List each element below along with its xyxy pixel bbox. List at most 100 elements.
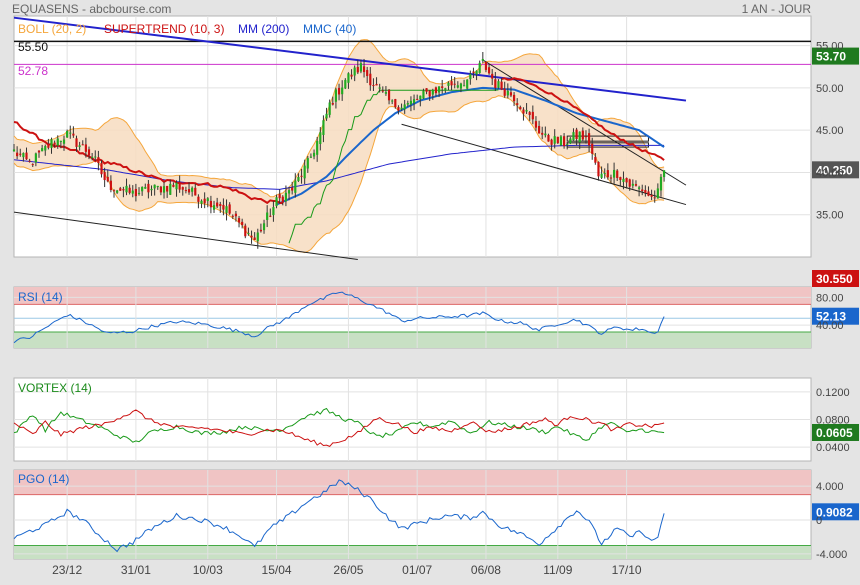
candle-body: [431, 90, 434, 95]
candle-body: [194, 187, 197, 196]
candle-body: [319, 132, 322, 144]
candle-body: [284, 192, 288, 202]
candle-body: [184, 190, 187, 192]
pgo-legend: PGO (14): [18, 472, 69, 486]
candle-body: [569, 138, 572, 144]
candle-body: [653, 197, 656, 199]
candle-body: [437, 86, 441, 93]
candle-body: [219, 204, 222, 207]
candle-body: [387, 89, 391, 101]
candle-body: [634, 184, 638, 186]
vortex-y-tick-label: 0.1200: [816, 387, 850, 399]
candle-body: [584, 136, 588, 138]
candle-body: [216, 202, 219, 207]
candle-body: [275, 197, 278, 207]
candle-body: [66, 130, 69, 138]
badge-last-price: 40.250: [816, 163, 853, 177]
vortex-legend: VORTEX (14): [18, 381, 92, 395]
candle-body: [628, 179, 631, 187]
bollinger-lower-line: [13, 95, 665, 254]
candle-body: [400, 107, 403, 110]
candle-body: [253, 237, 256, 240]
candle-body: [59, 140, 62, 142]
candle-body: [247, 233, 250, 235]
candle-body: [487, 67, 491, 74]
badge-pgo-value: 0.9082: [816, 505, 853, 519]
candle-body: [622, 178, 625, 182]
candle-body: [419, 95, 422, 100]
candle-body: [647, 191, 650, 196]
candle-body: [353, 67, 356, 76]
candle-body: [203, 198, 206, 204]
candle-body: [112, 190, 116, 192]
candle-body: [403, 104, 406, 110]
badge-rsi-value-bg: [812, 307, 859, 325]
badge-low-price-bg: [812, 270, 859, 287]
candle-body: [425, 88, 428, 92]
candle-body: [144, 186, 147, 189]
candle-body: [150, 188, 153, 191]
candle-body: [72, 133, 75, 136]
candle-body: [341, 87, 344, 95]
candle-body: [25, 152, 28, 160]
price-y-tick-label: 40.00: [816, 167, 844, 179]
candle-body: [44, 146, 47, 151]
badge-last-price-bg: [812, 161, 859, 179]
candle-body: [475, 70, 478, 75]
level-label-55-50: 55.50: [18, 40, 48, 54]
candle-body: [359, 63, 363, 72]
candle-body: [116, 190, 119, 193]
candle-body: [31, 164, 34, 166]
candle-body: [609, 177, 613, 179]
candle-body: [597, 161, 600, 177]
candle-body: [231, 215, 234, 217]
candle-body: [375, 83, 378, 86]
candle-body: [119, 188, 122, 191]
candle-body: [100, 163, 103, 175]
candle-body: [362, 66, 366, 73]
candle-body: [209, 200, 212, 208]
candle-body: [259, 229, 263, 232]
badge-vortex-value-bg: [812, 423, 859, 441]
trendline-mm-resistance: [13, 16, 687, 102]
candle-body: [37, 150, 41, 153]
candle-body: [616, 170, 619, 178]
candle-body: [81, 144, 84, 146]
candle-body: [141, 187, 144, 192]
candle-body: [491, 73, 494, 79]
pgo-line: [13, 479, 665, 553]
candle-body: [381, 90, 384, 92]
candle-body: [56, 138, 59, 146]
candle-body: [53, 142, 56, 145]
price-y-tick-label: 45.00: [816, 125, 844, 137]
vortex-minus-line: [13, 409, 665, 447]
candle-body: [469, 73, 472, 80]
pgo-y-tick-label: -4.000: [816, 549, 847, 561]
candle-body: [406, 103, 409, 105]
candle-body: [587, 133, 591, 146]
candle-body: [638, 187, 641, 189]
price-y-tick-label: 55.00: [816, 41, 844, 53]
candle-body: [366, 70, 369, 77]
candle-body: [441, 86, 444, 88]
candle-body: [412, 99, 416, 104]
candle-body: [625, 177, 628, 183]
candle-body: [613, 169, 616, 178]
chart-source-title: EQUASENS - abcbourse.com: [12, 2, 171, 16]
mmc40-line: [276, 86, 665, 206]
candle-body: [287, 190, 291, 194]
x-tick-label: 26/05: [333, 563, 363, 577]
pgo-low-zone: [14, 545, 811, 559]
badge-high-price: 53.70: [816, 50, 846, 64]
candle-body: [525, 110, 528, 112]
candle-body: [522, 109, 525, 114]
candle-body: [478, 62, 481, 73]
candle-body: [47, 143, 50, 148]
candle-body: [28, 160, 31, 162]
candle-body: [19, 153, 22, 155]
candle-body: [462, 85, 466, 87]
candle-body: [422, 90, 425, 99]
candle-body: [297, 177, 300, 181]
candle-body: [581, 130, 584, 140]
rsi-overbought-zone: [14, 287, 811, 305]
